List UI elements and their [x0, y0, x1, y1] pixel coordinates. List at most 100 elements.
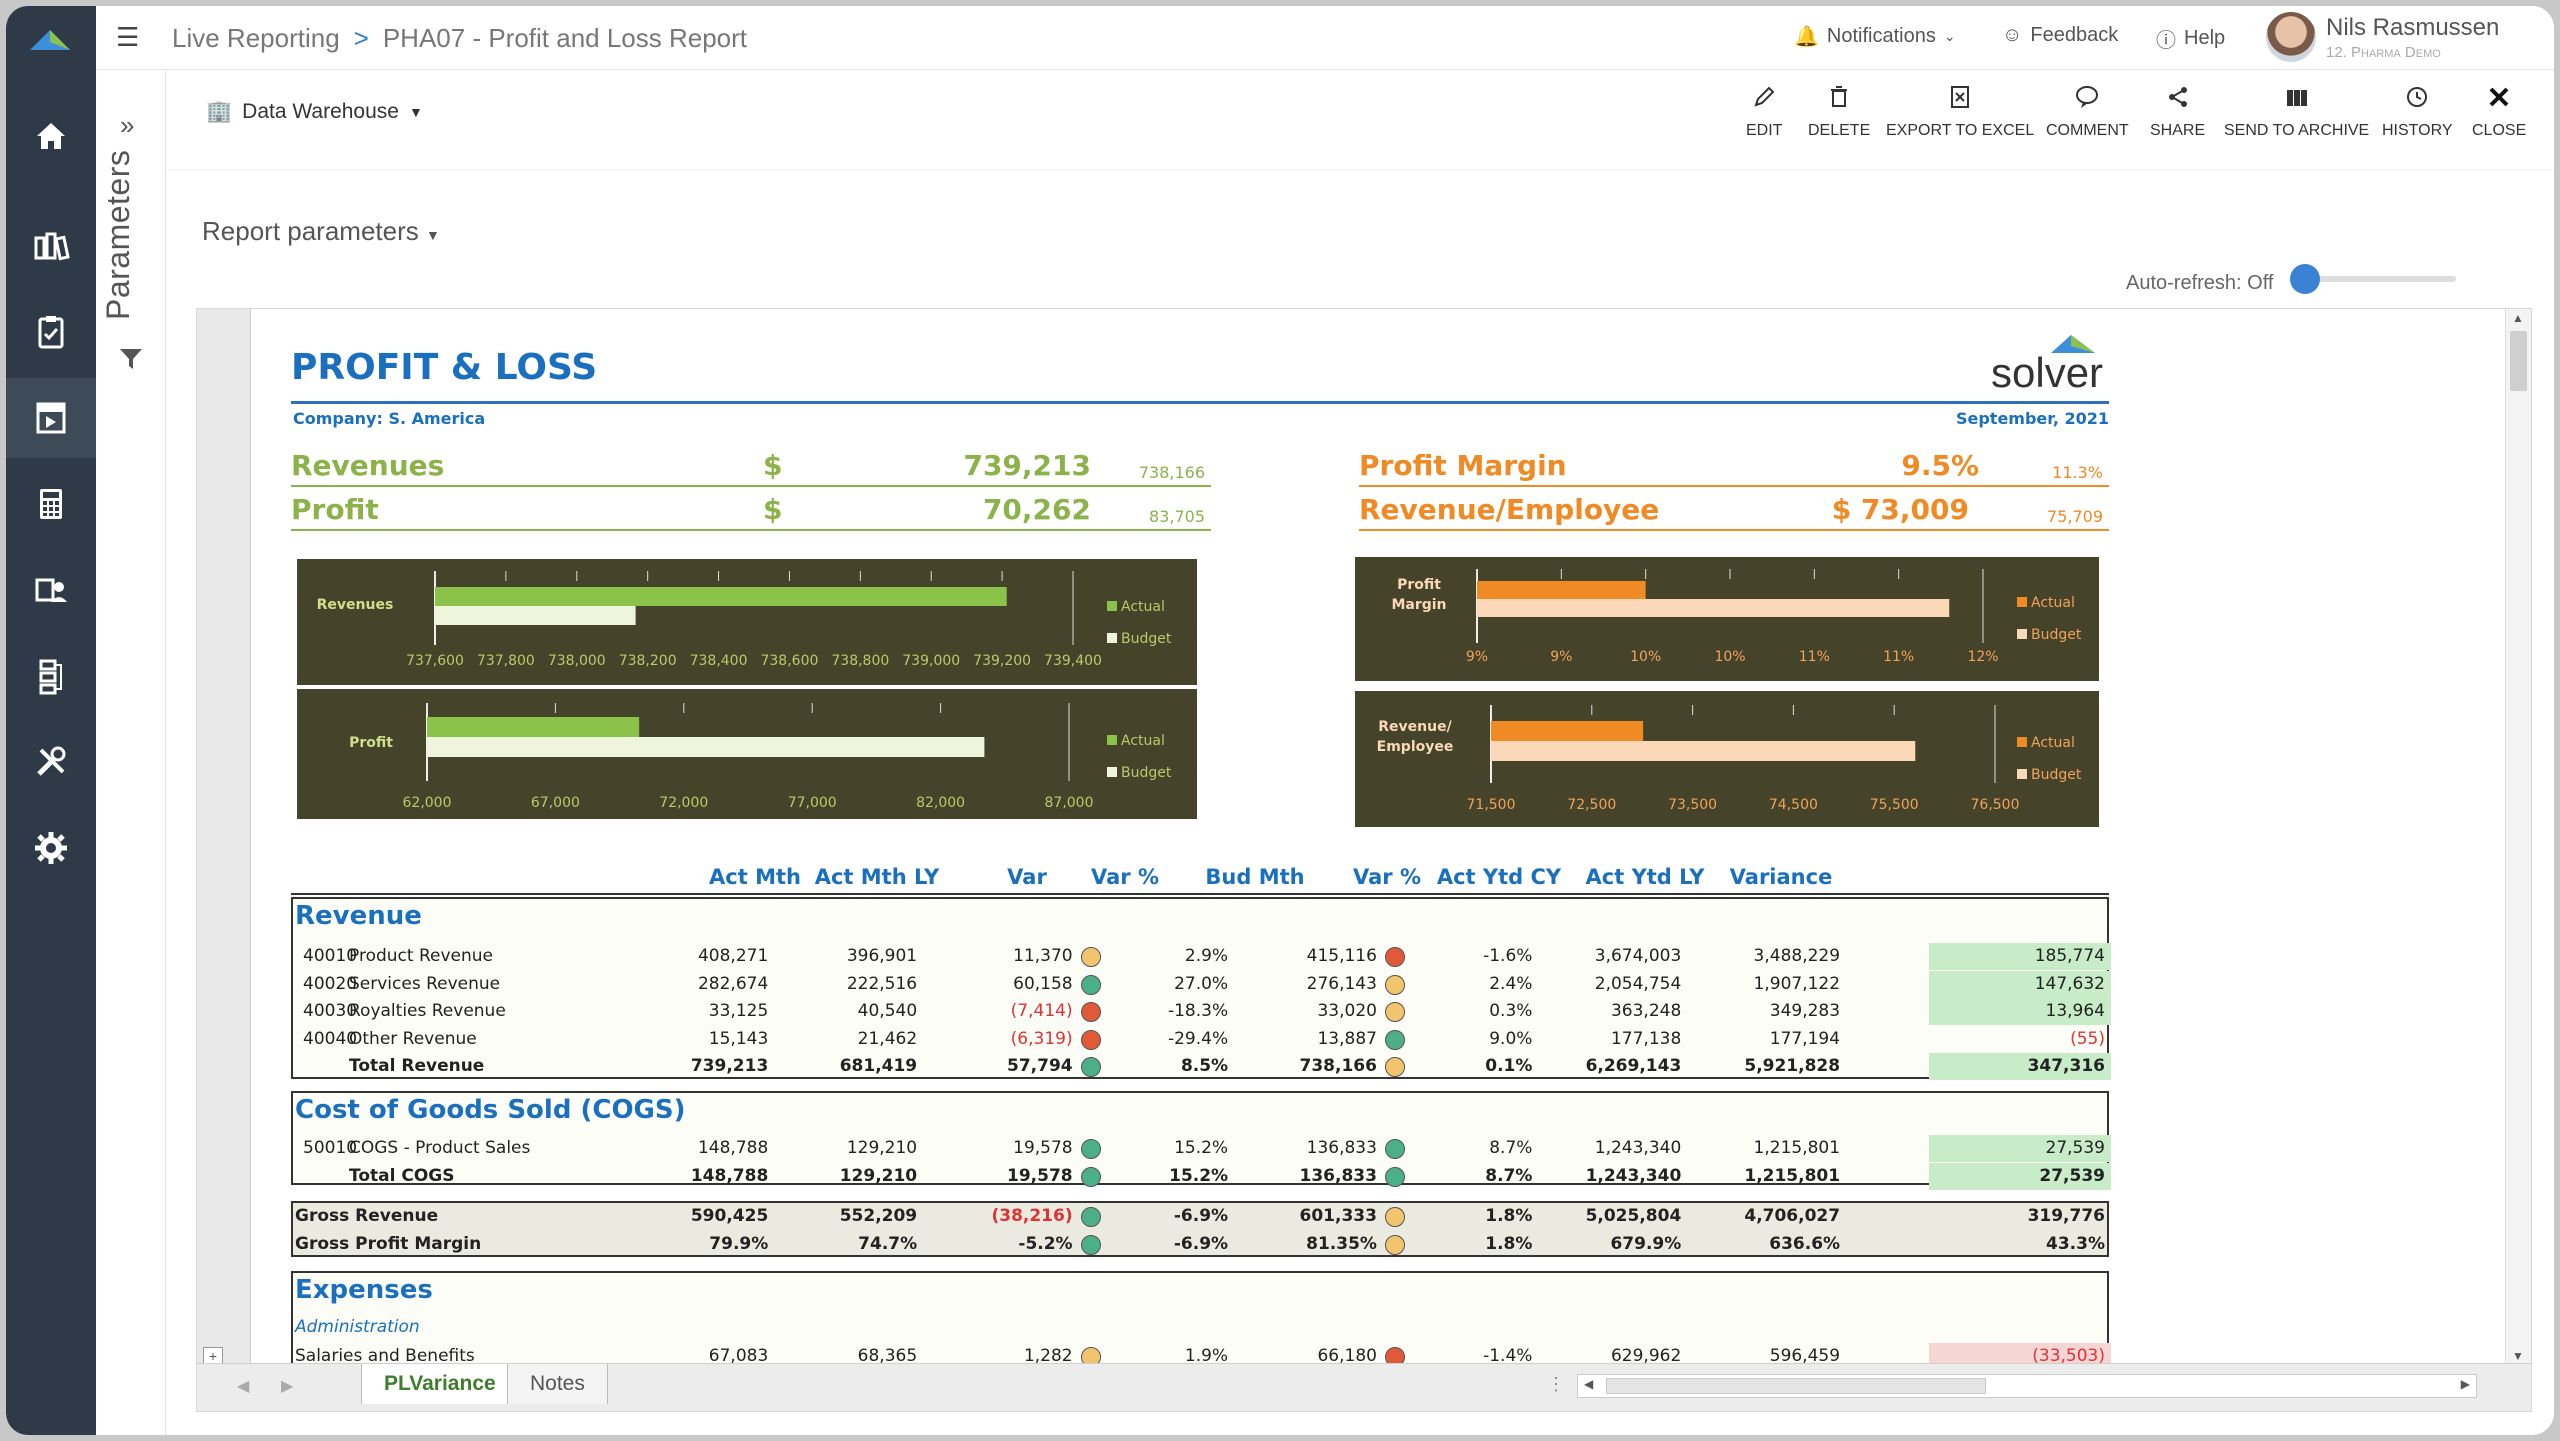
- splitter-handle-icon[interactable]: ⋮: [1547, 1374, 1565, 1394]
- cell-variance: 27,539: [2039, 1165, 2105, 1186]
- comment-button[interactable]: COMMENT: [2046, 84, 2129, 140]
- chart-tick-label: 72,500: [1567, 797, 1616, 813]
- cell-act-ytd-cy: 5,025,804: [1585, 1206, 1682, 1226]
- breadcrumb-root[interactable]: Live Reporting: [172, 23, 340, 53]
- cell-var: 60,158: [1013, 973, 1073, 994]
- help-button[interactable]: ⓘ Help: [2156, 24, 2225, 53]
- edit-button[interactable]: EDIT: [1746, 84, 1782, 140]
- account-code: 40030: [303, 1001, 358, 1021]
- help-circle-icon: ⓘ: [2156, 30, 2176, 52]
- close-icon: [2489, 87, 2509, 107]
- toggle-knob[interactable]: [2290, 264, 2320, 294]
- export-to-excel-button[interactable]: EXPORT TO EXCEL: [1886, 84, 2034, 140]
- legend-budget: Budget: [1121, 631, 1172, 647]
- data-source-label: Data Warehouse: [242, 100, 399, 123]
- cell-var: (38,216): [991, 1206, 1073, 1226]
- tools-icon[interactable]: [6, 722, 96, 802]
- chart-tick-label: 739,000: [902, 653, 960, 669]
- cell-variance: 319,776: [2027, 1206, 2105, 1226]
- scroll-left-arrow-icon[interactable]: ◀: [1584, 1377, 1594, 1391]
- cell-act-ytd-ly: 3,488,229: [1753, 946, 1841, 966]
- reports-icon[interactable]: [6, 378, 96, 458]
- cell-act-ytd-ly: 349,283: [1769, 1001, 1841, 1021]
- report-title: PROFIT & LOSS: [291, 347, 598, 388]
- hierarchy-icon[interactable]: [6, 636, 96, 716]
- chart-bar-actual: [1477, 581, 1646, 599]
- tab-next-arrow-icon[interactable]: ▶: [281, 1378, 294, 1395]
- variance-cell-highlight: [1929, 1162, 2111, 1190]
- tab-prev-arrow-icon[interactable]: ◀: [237, 1378, 250, 1395]
- report-parameters-label: Report parameters: [202, 216, 419, 246]
- account-code: 40010: [303, 946, 358, 966]
- share-button[interactable]: SHARE: [2150, 84, 2205, 140]
- table-row: 40040 Other Revenue 15,143 21,462 (6,319) -29…: [293, 1026, 2111, 1053]
- cell-var: 11,370: [1013, 946, 1073, 966]
- history-button[interactable]: HISTORY: [2382, 84, 2453, 140]
- scroll-up-arrow-icon[interactable]: ▲: [2512, 311, 2524, 325]
- filter-icon[interactable]: [118, 346, 144, 372]
- home-icon[interactable]: [6, 96, 96, 176]
- legend-actual: Actual: [2031, 735, 2075, 751]
- cell-variance: 185,774: [2034, 946, 2105, 966]
- scroll-right-arrow-icon[interactable]: ▶: [2460, 1377, 2470, 1391]
- chart-tick-label: 75,500: [1870, 797, 1919, 813]
- expenses-section: Expenses Administration Salaries and Ben…: [291, 1271, 2111, 1365]
- pencil-icon: [1754, 86, 1775, 107]
- close-label: CLOSE: [2472, 122, 2527, 139]
- history-icon: [2407, 87, 2428, 107]
- revenues-bar-chart: 737,600 737,800 738,000 738,200 738,400 738,6…: [297, 559, 1197, 685]
- hamburger-menu-icon[interactable]: ☰: [116, 22, 140, 52]
- vertical-scrollbar[interactable]: ▲ ▼: [2505, 309, 2531, 1365]
- horizontal-scrollbar[interactable]: ◀ ▶: [1577, 1374, 2477, 1398]
- user-name: Nils Rasmussen: [2326, 14, 2500, 41]
- delete-button[interactable]: DELETE: [1808, 84, 1870, 140]
- cell-bud-var-pct: 2.4%: [1489, 973, 1533, 994]
- parameters-panel-collapsed[interactable]: » Parameters: [96, 70, 166, 1435]
- cell-act-mth: 590,425: [690, 1206, 769, 1226]
- legend-swatch-budget: [1107, 633, 1117, 643]
- comment-icon: [2076, 86, 2099, 108]
- cell-var: 57,794: [1007, 1056, 1073, 1076]
- cell-act-mth-ly: 21,462: [857, 1028, 918, 1049]
- tab-notes[interactable]: Notes: [507, 1364, 608, 1404]
- variance-cell-highlight: [1929, 943, 2111, 970]
- scrollbar-thumb[interactable]: [2510, 331, 2527, 391]
- excel-icon: [1951, 86, 1970, 108]
- user-profile[interactable]: Nils Rasmussen 12. Pharma Demo: [2266, 10, 2526, 66]
- data-source-dropdown[interactable]: 🏢 Data Warehouse ▼: [206, 100, 423, 124]
- cell-act-mth-ly: 40,540: [857, 1001, 918, 1021]
- auto-refresh-toggle[interactable]: [2290, 264, 2456, 294]
- scroll-down-arrow-icon[interactable]: ▼: [2512, 1349, 2524, 1363]
- hscroll-thumb[interactable]: [1606, 1378, 1986, 1394]
- notifications-button[interactable]: 🔔 Notifications ⌄: [1794, 24, 1956, 49]
- tab-plvariance[interactable]: PLVariance: [361, 1364, 519, 1404]
- feedback-button[interactable]: ☺ Feedback: [2002, 24, 2118, 47]
- library-icon[interactable]: [6, 206, 96, 286]
- kpi-revenue-per-employee: Revenue/Employee $ 73,009 75,709: [1359, 487, 2109, 531]
- cell-bud-var-pct: 9.0%: [1489, 1028, 1533, 1049]
- settings-gear-icon[interactable]: [6, 808, 96, 888]
- send-to-archive-button[interactable]: SEND TO ARCHIVE: [2224, 84, 2369, 140]
- expand-chevron-icon[interactable]: »: [120, 110, 135, 140]
- calculator-icon[interactable]: [6, 464, 96, 544]
- report-parameters-toggle[interactable]: Report parameters ▼: [202, 216, 440, 247]
- status-indicator-dot: [1080, 1166, 1101, 1187]
- kpi-profit-currency: $: [763, 493, 783, 526]
- tasks-icon[interactable]: [6, 292, 96, 372]
- app-logo[interactable]: [28, 28, 72, 56]
- company-label: Company: S. America: [293, 409, 486, 428]
- cell-bud-mth: 33,020: [1317, 1001, 1377, 1021]
- cell-bud-mth: 601,333: [1299, 1206, 1377, 1226]
- cell-act-ytd-ly: 1,215,801: [1744, 1165, 1841, 1186]
- cell-bud-mth: 81.35%: [1306, 1233, 1377, 1254]
- kpi-revenues-value: 739,213: [963, 449, 1091, 482]
- cell-act-mth: 408,271: [697, 946, 769, 966]
- close-button[interactable]: CLOSE: [2472, 84, 2526, 140]
- user-documents-icon[interactable]: [6, 550, 96, 630]
- bell-icon: 🔔: [1794, 26, 1819, 48]
- cell-act-ytd-ly: 636.6%: [1769, 1233, 1841, 1254]
- legend-swatch-actual: [1107, 601, 1117, 611]
- cell-variance: (33,503): [2032, 1346, 2105, 1365]
- chart-tick-label: 12%: [1967, 649, 1998, 665]
- cell-act-mth-ly: 222,516: [846, 973, 918, 994]
